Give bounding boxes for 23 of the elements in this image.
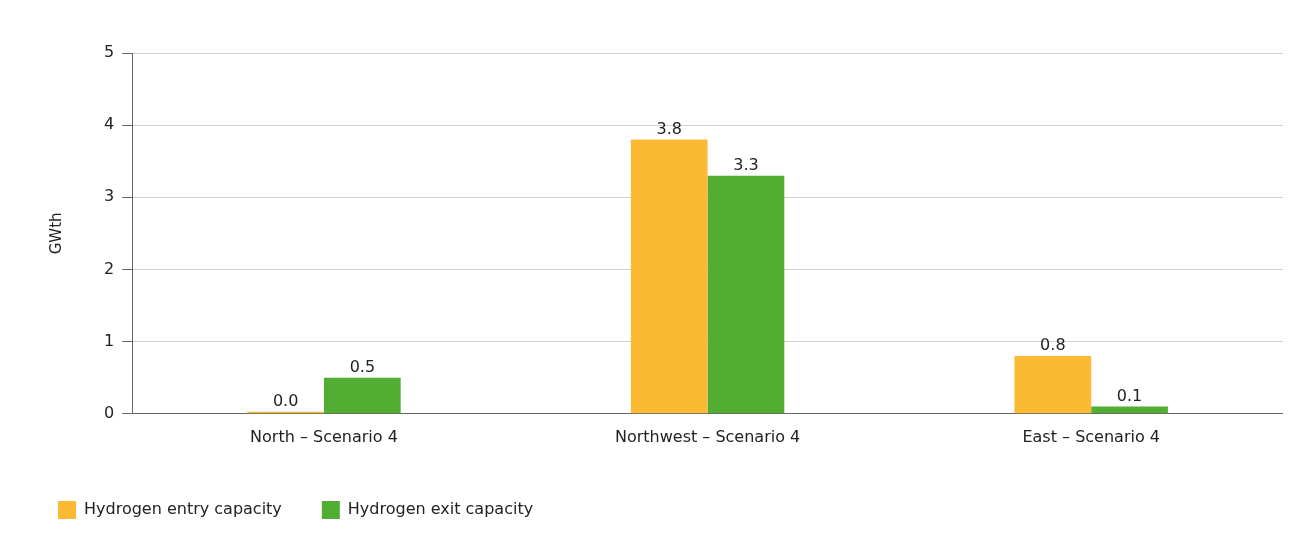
bar [1091,406,1168,414]
x-tick-label: North – Scenario 4 [250,426,398,446]
data-label: 3.3 [733,154,759,174]
bar [1014,356,1092,414]
data-label: 0.1 [1116,385,1143,405]
data-label: 0.8 [1040,335,1066,355]
y-tick-label: 5 [103,42,115,62]
y-axis-title: GWth [46,212,65,255]
bar [323,377,401,414]
data-label: 0.0 [272,390,299,410]
legend-label: Hydrogen exit capacity [347,499,534,519]
x-tick-label: East – Scenario 4 [1022,426,1160,446]
y-tick-label: 0 [103,402,115,422]
y-tick-label: 3 [103,186,115,206]
bar [630,139,708,414]
y-tick-label: 2 [103,258,115,278]
y-tick-label: 1 [103,330,115,350]
data-label: 3.8 [656,118,682,138]
data-label: 0.5 [349,356,376,376]
bar [707,175,785,414]
legend-label: Hydrogen entry capacity [84,499,282,519]
x-tick-label: Northwest – Scenario 4 [614,426,801,446]
y-tick-label: 4 [103,114,115,134]
